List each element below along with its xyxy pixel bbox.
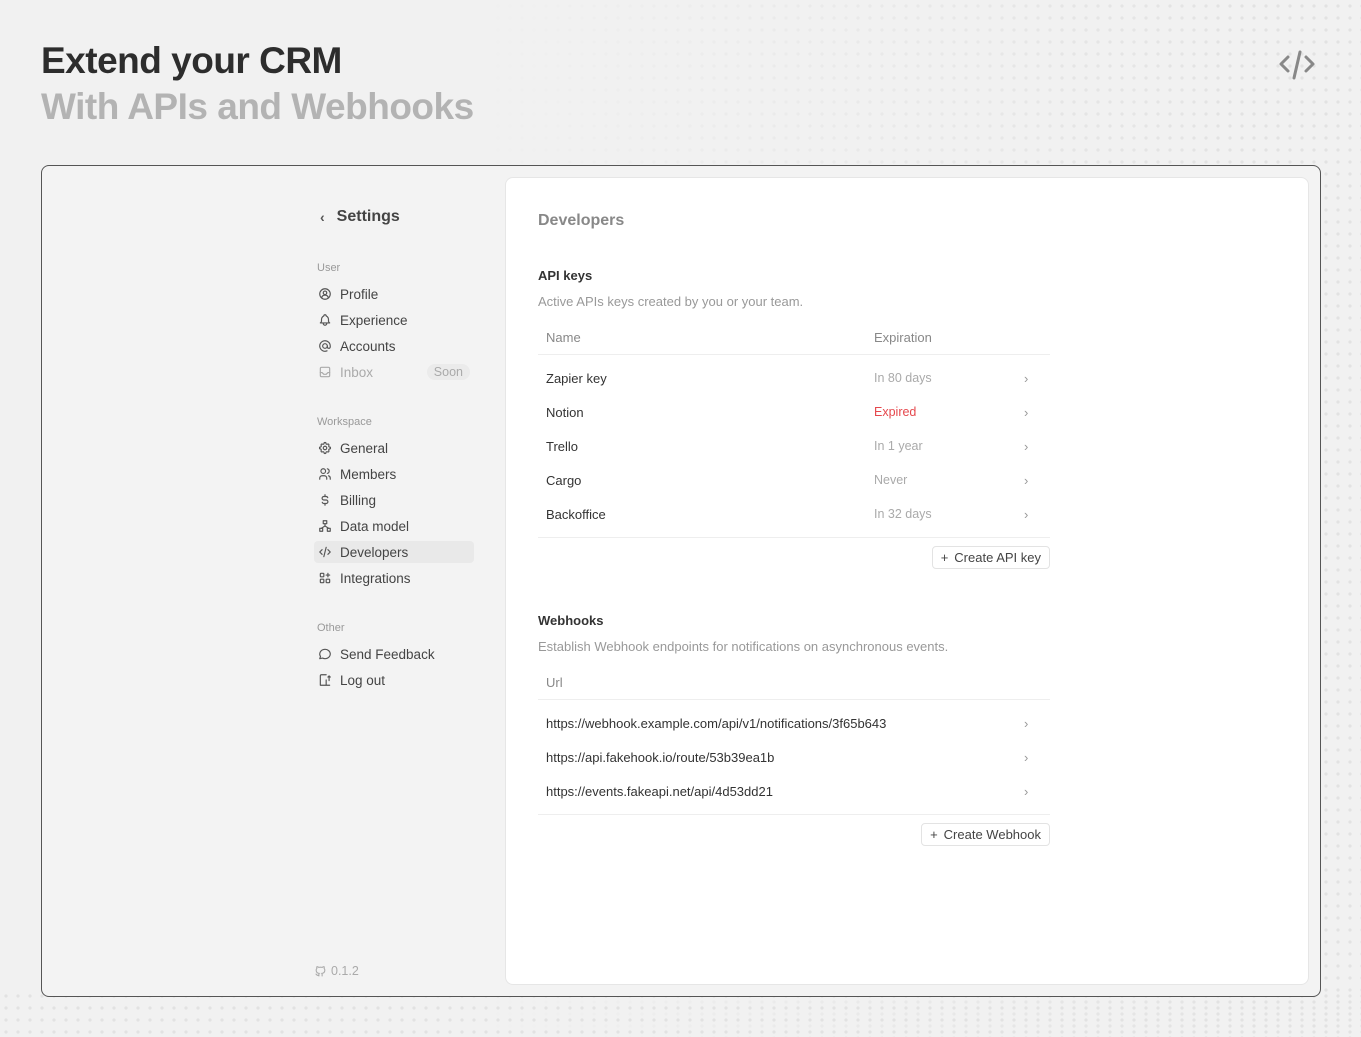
bell-icon (319, 314, 331, 326)
api-key-expiration: In 1 year (874, 439, 923, 453)
back-button[interactable]: ‹ Settings (320, 208, 400, 226)
api-key-expiration: In 80 days (874, 371, 932, 385)
developers-panel: Developers API keys Active APIs keys cre… (505, 177, 1309, 985)
plus-icon: + (930, 827, 938, 842)
webhook-url: https://webhook.example.com/api/v1/notif… (546, 715, 887, 731)
sidebar-item-accounts[interactable]: Accounts (314, 335, 474, 357)
settings-title: Settings (336, 208, 400, 225)
webhook-row[interactable]: https://events.fakeapi.net/api/4d53dd21 › (538, 774, 1050, 808)
user-circle-icon (319, 288, 331, 300)
table-header: Url (538, 666, 1050, 700)
settings-sidebar: ‹ Settings 0.1.2 User Profile Experience Ac… (314, 166, 514, 996)
logout-icon (319, 674, 331, 686)
dollar-icon (321, 494, 329, 506)
sidebar-item-developers[interactable]: Developers (314, 541, 474, 563)
chevron-right-icon: › (1024, 438, 1029, 454)
webhooks-table: Url https://webhook.example.com/api/v1/n… (538, 666, 1050, 846)
chevron-left-icon: ‹ (320, 209, 325, 225)
sidebar-item-profile[interactable]: Profile (314, 283, 474, 305)
webhook-url: https://events.fakeapi.net/api/4d53dd21 (546, 783, 773, 799)
version: 0.1.2 (314, 964, 359, 978)
code-icon (319, 546, 331, 558)
sidebar-item-label: Members (340, 466, 397, 482)
hero-title: Extend your CRM (41, 40, 342, 81)
api-keys-description: Active APIs keys created by you or your … (538, 294, 804, 309)
api-key-name: Backoffice (546, 506, 606, 522)
sidebar-item-label: Data model (340, 518, 410, 534)
webhooks-description: Establish Webhook endpoints for notifica… (538, 639, 949, 654)
sidebar-item-label: Integrations (340, 570, 411, 586)
sidebar-item-label: Log out (340, 672, 386, 688)
plus-icon: + (940, 550, 949, 565)
create-api-key-button[interactable]: + Create API key (931, 546, 1050, 569)
soon-badge: Soon (426, 364, 470, 380)
page-title: Developers (538, 212, 625, 229)
gear-icon (318, 441, 332, 455)
users-icon (319, 468, 331, 480)
table-header: Name Expiration (538, 321, 1050, 355)
api-key-row[interactable]: Trello In 1 year › (538, 429, 1050, 463)
section-label: Workspace (317, 416, 372, 428)
webhook-url: https://api.fakehook.io/route/53b39ea1b (546, 749, 775, 765)
sidebar-item-experience[interactable]: Experience (314, 309, 474, 331)
sidebar-item-members[interactable]: Members (314, 463, 474, 485)
api-key-name: Trello (546, 438, 579, 454)
api-key-name: Zapier key (546, 370, 607, 386)
hero-subtitle: With APIs and Webhooks (41, 86, 474, 127)
api-keys-heading: API keys (538, 268, 593, 283)
chevron-right-icon: › (1024, 783, 1029, 799)
chevron-right-icon: › (1024, 715, 1029, 731)
api-key-expiration: In 32 days (874, 507, 932, 521)
api-key-expiration: Expired (874, 405, 917, 419)
api-key-name: Notion (546, 404, 584, 420)
sidebar-item-label: Experience (340, 312, 408, 328)
create-webhook-button[interactable]: + Create Webhook (921, 823, 1050, 846)
at-icon (319, 340, 331, 352)
api-key-row[interactable]: Zapier key In 80 days › (538, 361, 1050, 395)
hierarchy-icon (319, 520, 331, 532)
sidebar-item-label: Billing (340, 492, 377, 508)
api-key-row[interactable]: Backoffice In 32 days › (538, 497, 1050, 531)
sidebar-item-label: Inbox (340, 364, 374, 380)
section-label: User (317, 262, 341, 274)
chevron-right-icon: › (1024, 749, 1029, 765)
api-key-expiration: Never (874, 473, 908, 487)
chevron-right-icon: › (1024, 404, 1029, 420)
webhooks-heading: Webhooks (538, 613, 604, 628)
sidebar-item-send-feedback[interactable]: Send Feedback (314, 643, 474, 665)
app-window: ‹ Settings 0.1.2 User Profile Experience Ac… (41, 165, 1321, 997)
dot-pattern (0, 990, 1361, 1037)
github-icon (315, 965, 326, 976)
sidebar-item-log-out[interactable]: Log out (314, 669, 474, 691)
code-icon (1279, 50, 1315, 80)
apps-icon (319, 572, 331, 584)
api-key-row[interactable]: Cargo Never › (538, 463, 1050, 497)
sidebar-item-data-model[interactable]: Data model (314, 515, 474, 537)
chevron-right-icon: › (1024, 506, 1029, 522)
sidebar-item-integrations[interactable]: Integrations (314, 567, 474, 589)
sidebar-item-general[interactable]: General (314, 437, 474, 459)
sidebar-item-label: Profile (340, 286, 379, 302)
section-label: Other (317, 622, 345, 634)
api-key-row[interactable]: Notion Expired › (538, 395, 1050, 429)
chevron-right-icon: › (1024, 370, 1029, 386)
api-key-name: Cargo (546, 472, 582, 488)
chevron-right-icon: › (1024, 472, 1029, 488)
webhook-row[interactable]: https://webhook.example.com/api/v1/notif… (538, 706, 1050, 740)
sidebar-item-billing[interactable]: Billing (314, 489, 474, 511)
inbox-icon (319, 366, 331, 378)
sidebar-item-label: Accounts (340, 338, 396, 354)
message-icon (319, 648, 331, 660)
webhook-row[interactable]: https://api.fakehook.io/route/53b39ea1b › (538, 740, 1050, 774)
sidebar-item-label: Send Feedback (340, 646, 435, 662)
sidebar-item-label: Developers (340, 544, 409, 560)
api-keys-table: Name Expiration Zapier key In 80 days › Noti… (538, 321, 1050, 569)
sidebar-item-label: General (340, 440, 389, 456)
sidebar-item-inbox: Inbox Soon (314, 361, 474, 383)
